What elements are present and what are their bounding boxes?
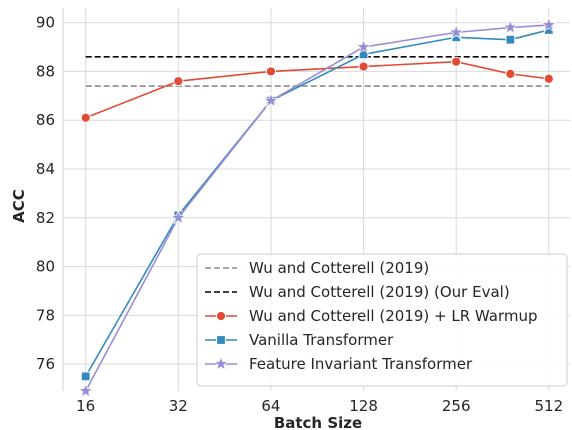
legend-marker	[216, 335, 226, 345]
data-point	[451, 56, 462, 67]
data-point	[358, 61, 369, 72]
legend-label: Vanilla Transformer	[249, 331, 394, 349]
series-2	[80, 56, 554, 123]
legend-label: Wu and Cotterell (2019)	[249, 259, 429, 277]
legend: Wu and Cotterell (2019) Wu and Cotterell …	[196, 253, 568, 387]
legend-item: Wu and Cotterell (2019) (Our Eval)	[205, 283, 510, 301]
data-point	[170, 209, 187, 225]
series-line	[85, 60, 549, 119]
legend-label: Wu and Cotterell (2019) + LR Warmup	[249, 307, 538, 325]
legend-marker	[215, 310, 227, 322]
y-tick-label: 78	[36, 306, 55, 324]
x-tick-label: 64	[261, 397, 280, 415]
series-4	[77, 16, 557, 398]
legend-item: Wu and Cotterell (2019) + LR Warmup	[205, 307, 538, 325]
y-tick-label: 82	[36, 209, 55, 227]
x-tick-label: 128	[349, 397, 378, 415]
data-point	[540, 16, 557, 33]
x-tick-label: 16	[76, 397, 95, 415]
y-tick-label: 86	[36, 111, 55, 129]
legend-item: Wu and Cotterell (2019)	[205, 259, 429, 277]
data-point	[80, 371, 91, 382]
data-point	[173, 76, 184, 87]
legend-item: Feature Invariant Transformer	[205, 355, 473, 373]
data-point	[448, 23, 465, 40]
y-axis-title: ACC	[10, 189, 28, 223]
data-point	[262, 92, 280, 108]
x-tick-label: 256	[442, 397, 471, 415]
data-point	[355, 38, 372, 54]
x-axis-title: Batch Size	[274, 414, 362, 430]
x-tick-label: 32	[169, 397, 188, 415]
y-tick-label: 90	[36, 14, 55, 32]
legend-label: Feature Invariant Transformer	[249, 355, 473, 373]
data-point	[505, 34, 516, 45]
legend-item: Vanilla Transformer	[205, 331, 394, 349]
y-tick-label: 76	[36, 355, 55, 373]
axes: 76 78 80 82 84 86 88 90 16 32 64 128 256 512	[36, 8, 563, 415]
data-point	[502, 18, 519, 35]
legend-label: Wu and Cotterell (2019) (Our Eval)	[249, 283, 510, 301]
legend-marker	[212, 355, 230, 371]
y-tick-label: 80	[36, 258, 55, 276]
data-point	[265, 66, 277, 77]
data-point	[80, 112, 91, 123]
legend-box	[196, 253, 568, 387]
series-layer	[77, 16, 557, 398]
data-point	[77, 382, 94, 398]
x-tick-label: 512	[534, 397, 563, 415]
y-tick-label: 84	[36, 160, 55, 178]
data-point	[543, 73, 554, 84]
y-tick-label: 88	[36, 62, 55, 80]
data-point	[505, 68, 516, 79]
